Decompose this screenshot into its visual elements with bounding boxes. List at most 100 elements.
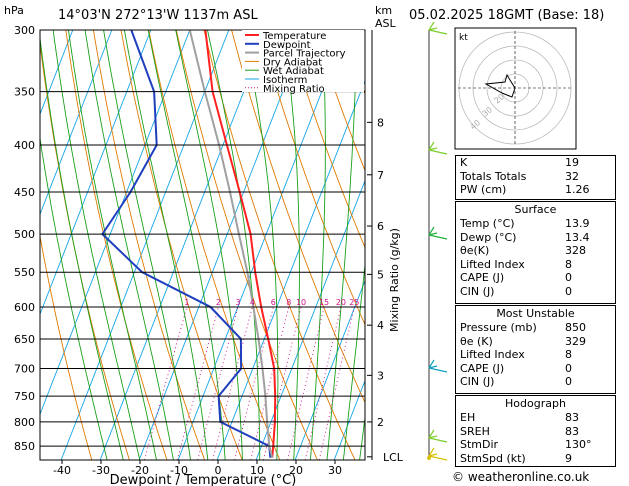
mu-value: 0 [565, 361, 572, 375]
isotherm-line [99, 30, 269, 460]
dry-adiabat-line [65, 30, 168, 460]
dry-adiabat-line [286, 30, 365, 249]
km-unit-label: km [375, 4, 393, 17]
x-tick-label: 10 [250, 464, 264, 477]
index-label: PW (cm) [460, 183, 507, 197]
legend-entry: Isotherm [263, 75, 307, 86]
isotherm-line [333, 379, 365, 460]
legend-entry: Parcel Trajectory [263, 49, 346, 60]
surface-value: 13.4 [565, 230, 590, 244]
hodo-label: EH [460, 411, 476, 424]
hodo-label: StmDir [460, 438, 499, 452]
pressure-tick-label: 700 [14, 363, 35, 376]
hodo-value: 83 [565, 424, 579, 438]
copyright-footer[interactable]: © weatheronline.co.uk [452, 470, 590, 484]
mixing-ratio-line [287, 306, 325, 460]
pressure-tick-label: 550 [14, 266, 35, 279]
pressure-tick-label: 800 [14, 416, 35, 429]
isotherm-line [40, 30, 113, 216]
x-tick-label: -10 [170, 464, 188, 477]
x-tick-label: -20 [131, 464, 149, 477]
mixing-ratio-line [176, 306, 219, 460]
most-unstable-panel: Most Unstable Pressure (mb) 850 θe (K) 329… [455, 305, 616, 394]
surface-label: θe(K) [460, 244, 490, 258]
surface-label: Temp (°C) [460, 217, 515, 230]
mu-label: Lifted Index [460, 348, 525, 362]
wet-adiabat-line [359, 413, 365, 460]
wind-barb [428, 21, 448, 35]
index-row: Totals Totals 32 [456, 170, 615, 184]
wet-adiabat-line [147, 30, 226, 460]
x-axis-label: Dewpoint / Temperature (°C) [110, 473, 297, 486]
hodo-value: 9 [565, 451, 572, 465]
mu-value: 8 [565, 348, 572, 362]
surface-value: 328 [565, 244, 586, 258]
dry-adiabat-line [175, 30, 318, 460]
x-tick-label: 30 [328, 464, 342, 477]
km-tick-label: 5 [377, 268, 384, 281]
surface-value: 8 [565, 257, 572, 271]
isotherm-line [60, 30, 230, 460]
dry-adiabat-line [258, 30, 365, 326]
index-row: K 19 [456, 156, 615, 170]
mu-label: θe (K) [460, 334, 493, 348]
wet-adiabat-line [84, 30, 174, 460]
pressure-unit-label: hPa [4, 4, 24, 17]
hodograph-title: Hodograph [505, 397, 566, 410]
dry-adiabat-line [619, 30, 629, 460]
mu-value: 0 [565, 375, 572, 389]
isotherm-line [40, 30, 152, 316]
wet-adiabat-line [243, 30, 279, 460]
mixing-ratio-label: 1 [184, 298, 189, 307]
mu-value: 329 [565, 334, 586, 348]
surface-value: 13.9 [565, 217, 590, 230]
dry-adiabat-line [40, 233, 93, 460]
index-value: 32 [565, 169, 579, 183]
x-tick-label: 20 [289, 464, 303, 477]
mixing-ratio-line [304, 306, 342, 460]
km-tick-label: 4 [377, 319, 384, 332]
km-tick-label: 7 [377, 169, 384, 182]
hodograph-unit-label: kt [459, 33, 468, 43]
pressure-tick-label: 600 [14, 301, 35, 314]
km-tick-label: 6 [377, 220, 384, 233]
indices-panel: K 19 Totals Totals 32 PW (cm) 1.26 [455, 155, 616, 200]
mixing-ratio-label: 2 [216, 298, 221, 307]
surface-label: Dewp (°C) [460, 230, 517, 244]
surface-value: 0 [565, 271, 572, 285]
dry-adiabat-line [120, 30, 243, 460]
km-tick-label: 8 [377, 116, 384, 129]
hodograph-panel: Hodograph EH 83 SREH 83 StmDir 130° StmSpd … [455, 395, 616, 467]
x-tick-label: -40 [53, 464, 71, 477]
isotherm-line [255, 179, 365, 460]
km-tick-label: 2 [377, 416, 384, 429]
index-row: PW (cm) 1.26 [456, 183, 615, 197]
index-value: 1.26 [565, 183, 590, 197]
surface-value: 0 [565, 284, 572, 298]
index-label: Totals Totals [460, 169, 527, 183]
x-tick-label: 0 [215, 464, 222, 477]
mixing-ratio-axis-label: Mixing Ratio (g/kg) [388, 228, 401, 332]
wind-barb [428, 447, 448, 461]
mixing-ratio-label: 15 [319, 298, 329, 307]
legend-entry: Dewpoint [263, 40, 311, 51]
mu-label: Pressure (mb) [460, 321, 537, 334]
wet-adiabat-line [103, 30, 191, 460]
hodo-value: 83 [565, 411, 579, 424]
isotherm-line [216, 79, 365, 460]
mixing-ratio-label: 10 [296, 298, 306, 307]
hodograph-trace [484, 73, 516, 98]
mu-label: CAPE (J) [460, 361, 505, 375]
pressure-tick-label: 350 [14, 86, 35, 99]
series-dewpoint [101, 30, 272, 458]
wet-adiabat-line [342, 260, 365, 460]
index-value: 19 [565, 156, 579, 169]
pressure-tick-label: 850 [14, 440, 35, 453]
dry-adiabat-line [92, 30, 206, 460]
mixing-ratio-label: 6 [271, 298, 276, 307]
legend-entry: Mixing Ratio [263, 84, 325, 95]
wet-adiabat-line [309, 30, 326, 460]
surface-label: Lifted Index [460, 257, 525, 271]
legend-entry: Dry Adiabat [263, 57, 322, 68]
